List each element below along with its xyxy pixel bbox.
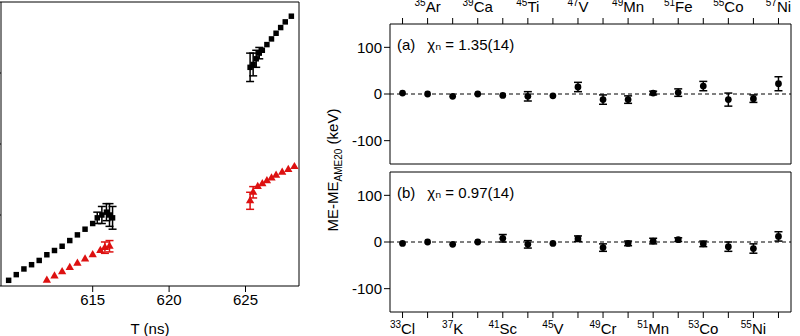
svg-text:-100: -100 xyxy=(352,280,382,297)
svg-text:39Ca: 39Ca xyxy=(463,0,494,15)
html-text:(b): (b) xyxy=(397,184,416,201)
html-text:χₙ = 0.97(14): χₙ = 0.97(14) xyxy=(427,184,515,201)
svg-text:33Cl: 33Cl xyxy=(390,319,415,336)
svg-text:51Fe: 51Fe xyxy=(664,0,693,15)
svg-text:620: 620 xyxy=(157,291,182,308)
svg-text:37K: 37K xyxy=(442,319,463,336)
svg-text:45Ti: 45Ti xyxy=(516,0,539,15)
svg-text:47V: 47V xyxy=(567,0,588,15)
svg-text:35Ar: 35Ar xyxy=(415,0,441,15)
svg-text:ME-MEAME20 (keV): ME-MEAME20 (keV) xyxy=(325,109,344,232)
svg-text:100: 100 xyxy=(357,187,382,204)
svg-text:-100: -100 xyxy=(352,132,382,149)
html-text:χₙ = 1.35(14): χₙ = 1.35(14) xyxy=(427,36,515,53)
svg-text:49Mn: 49Mn xyxy=(612,0,644,15)
svg-text:41Sc: 41Sc xyxy=(488,319,517,336)
svg-text:45V: 45V xyxy=(542,319,563,336)
svg-text:55Ni: 55Ni xyxy=(741,319,766,336)
svg-text:55Co: 55Co xyxy=(713,0,743,15)
svg-text:53Co: 53Co xyxy=(688,319,718,336)
svg-text:615: 615 xyxy=(80,291,105,308)
svg-text:0: 0 xyxy=(374,85,382,102)
svg-text:T (ns): T (ns) xyxy=(131,320,170,336)
svg-text:625: 625 xyxy=(233,291,258,308)
svg-text:57Ni: 57Ni xyxy=(766,0,791,15)
svg-text:100: 100 xyxy=(357,39,382,56)
svg-text:51Mn: 51Mn xyxy=(637,319,669,336)
svg-text:49Cr: 49Cr xyxy=(590,319,617,336)
html-text:(a): (a) xyxy=(397,36,416,53)
svg-text:0: 0 xyxy=(374,233,382,250)
